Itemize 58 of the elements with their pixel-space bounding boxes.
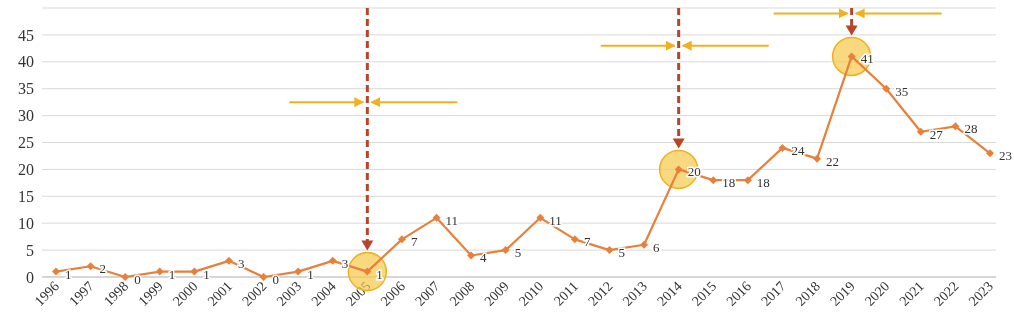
- data-label: 35: [895, 83, 909, 99]
- point: [121, 273, 130, 281]
- point: [432, 213, 441, 222]
- point: [986, 149, 994, 158]
- data-label: 6: [653, 239, 661, 255]
- point: [570, 235, 579, 244]
- y-tick-label: 5: [26, 241, 34, 259]
- data-label: 7: [583, 234, 591, 250]
- point: [916, 127, 925, 136]
- y-tick-label: 35: [18, 80, 34, 98]
- point: [259, 273, 268, 281]
- point: [190, 267, 199, 276]
- data-label: 4: [480, 250, 488, 266]
- point: [294, 267, 303, 276]
- y-tick-label: 15: [18, 187, 34, 205]
- data-label: 7: [410, 234, 418, 250]
- data-label: 5: [618, 245, 625, 261]
- point: [813, 154, 822, 163]
- data-label: 22: [826, 153, 840, 169]
- data-label: 18: [756, 175, 770, 191]
- point: [709, 176, 718, 185]
- point: [882, 84, 891, 93]
- point: [397, 235, 406, 244]
- point: [155, 267, 164, 276]
- point: [778, 143, 787, 152]
- data-label: 5: [514, 245, 522, 261]
- data-label: 41: [860, 51, 874, 67]
- data-label: 11: [549, 212, 562, 228]
- data-label: 1: [168, 266, 176, 282]
- point: [52, 267, 60, 276]
- data-label: 27: [929, 126, 944, 142]
- data-label: 1: [65, 266, 72, 282]
- data-label: 23: [999, 148, 1012, 164]
- point: [536, 213, 545, 222]
- data-label: 20: [687, 164, 701, 180]
- data-label: 28: [964, 121, 978, 137]
- point: [605, 246, 614, 255]
- data-label: 1: [376, 266, 383, 282]
- data-label: 1: [203, 266, 210, 282]
- point: [467, 251, 476, 260]
- data-label: 1: [307, 266, 314, 282]
- y-tick-label: 25: [18, 134, 34, 152]
- point: [328, 256, 337, 265]
- y-tick-label: 45: [18, 26, 34, 44]
- point: [86, 262, 95, 271]
- data-label: 0: [134, 272, 141, 287]
- y-tick-label: 0: [26, 268, 34, 286]
- point: [951, 122, 960, 131]
- y-tick-label: 40: [18, 53, 34, 71]
- y-tick-label: 10: [18, 214, 34, 232]
- point: [743, 176, 752, 185]
- point: [640, 240, 649, 249]
- point: [501, 246, 510, 255]
- y-tick-label: 30: [18, 107, 34, 125]
- data-label: 11: [445, 212, 459, 228]
- y-tick-label: 20: [18, 161, 34, 178]
- point: [224, 256, 233, 265]
- data-label: 0: [272, 272, 280, 287]
